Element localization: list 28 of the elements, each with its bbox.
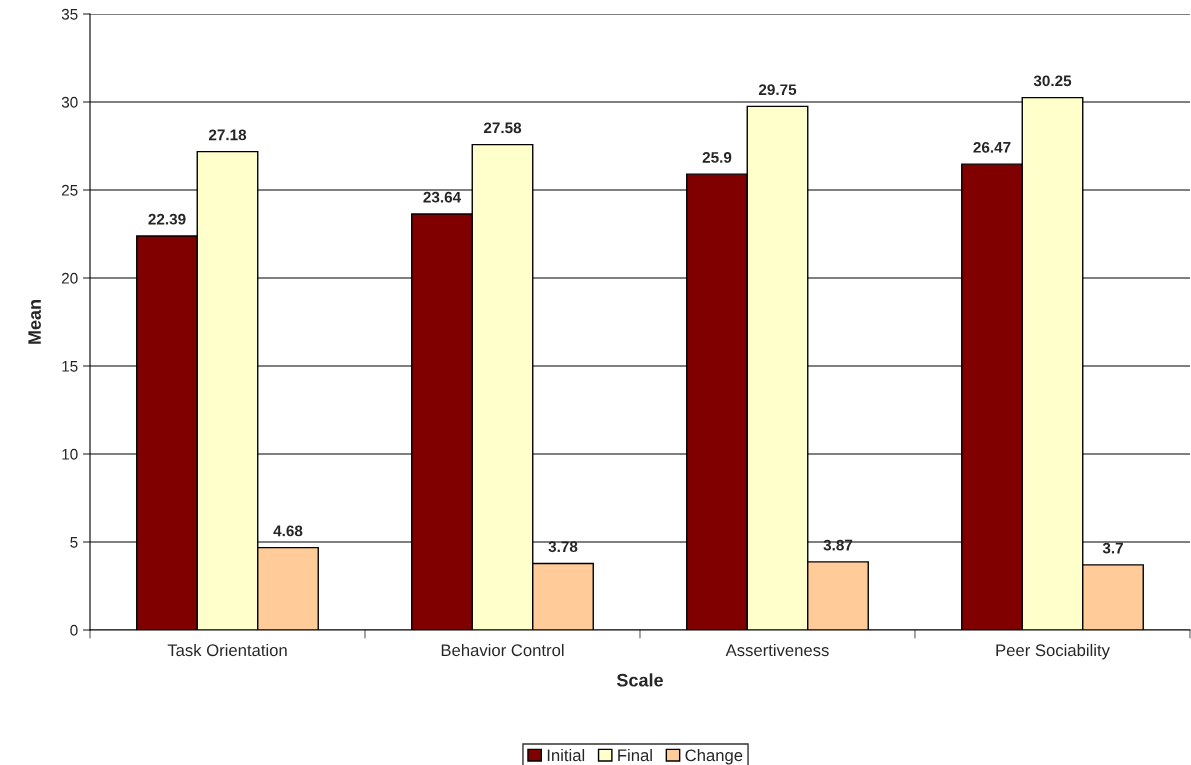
y-tick-label: 35: [61, 8, 78, 20]
x-tick-label: Task Orientation: [167, 643, 287, 657]
legend-label: Change: [685, 748, 743, 765]
x-tick-label: Peer Sociability: [996, 643, 1110, 660]
data-label: 3.78: [548, 541, 578, 553]
data-label: 23.64: [423, 191, 462, 203]
data-label: 26.47: [973, 141, 1011, 153]
data-label: 27.58: [483, 122, 522, 134]
data-label: 29.75: [758, 84, 797, 96]
y-tick-label: 25: [61, 184, 78, 196]
y-tick-label: 0: [70, 624, 78, 636]
x-tick-label: Behavior Control: [441, 643, 564, 657]
data-label: 25.9: [702, 151, 732, 163]
y-tick-label: 15: [62, 361, 78, 372]
data-label: 4.68: [273, 525, 303, 537]
data-label: 3.7: [1102, 542, 1123, 554]
x-tick-label: Assertiveness: [725, 643, 829, 657]
y-axis-title: Mean: [28, 300, 41, 344]
legend-label: Initial: [547, 748, 585, 762]
legend-label: Final: [618, 748, 652, 762]
y-tick-label: 20: [61, 272, 78, 284]
y-tick-label: 5: [70, 537, 78, 548]
data-label: 30.25: [1033, 75, 1072, 87]
data-label: 22.39: [148, 213, 186, 225]
y-tick-label: 30: [61, 96, 78, 108]
y-tick-label: 10: [62, 448, 78, 460]
x-axis-title: Scale: [616, 673, 663, 687]
data-label: 27.18: [208, 129, 247, 141]
